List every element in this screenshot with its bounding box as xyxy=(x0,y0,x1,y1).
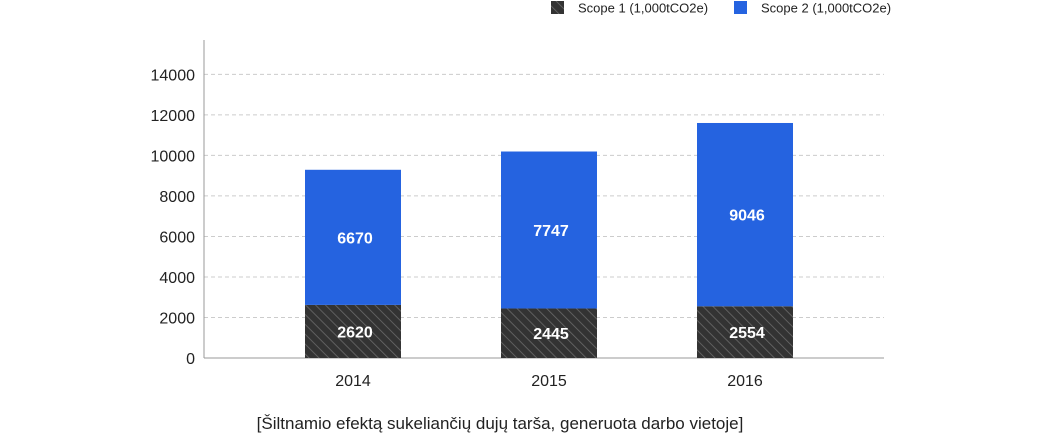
legend-label: Scope 2 (1,000tCO2e) xyxy=(761,1,891,16)
axes: 0 2000 4000 6000 8000 10000 12000 14000 2014 2015… xyxy=(151,40,884,390)
bar-scope-1 xyxy=(697,306,793,358)
legend-swatch-scope-2 xyxy=(734,1,747,14)
legend-label: Scope 1 (1,000tCO2e) xyxy=(578,1,708,16)
x-tick-label: 2016 xyxy=(727,373,763,390)
bar-scope-2 xyxy=(501,151,597,309)
bar-scope-1 xyxy=(501,308,597,358)
chart-caption: [Šiltnamio efektą sukeliančių dujų tarša… xyxy=(257,414,744,433)
x-tick-label: 2014 xyxy=(335,373,371,390)
bar-scope-2 xyxy=(697,122,793,307)
data-labels: 2620 6670 2445 7747 2554 9046 xyxy=(337,208,765,344)
legend-swatch-scope-1 xyxy=(551,1,564,14)
bar-scope-1 xyxy=(305,304,401,358)
y-tick-label: 6000 xyxy=(159,229,195,246)
y-tick-label: 4000 xyxy=(159,270,195,287)
data-label: 2445 xyxy=(533,326,569,343)
bars xyxy=(305,122,793,358)
data-label: 9046 xyxy=(729,208,765,225)
y-tick-label: 2000 xyxy=(159,310,195,327)
y-tick-label: 10000 xyxy=(151,148,196,165)
data-label: 2620 xyxy=(337,324,373,341)
y-tick-label: 8000 xyxy=(159,189,195,206)
data-label: 6670 xyxy=(337,230,373,247)
bar-scope-2 xyxy=(305,169,401,305)
y-tick-label: 14000 xyxy=(151,67,196,84)
x-tick-label: 2015 xyxy=(531,373,567,390)
data-label: 2554 xyxy=(729,325,765,342)
data-label: 7747 xyxy=(533,223,569,240)
legend: Scope 1 (1,000tCO2e) Scope 2 (1,000tCO2e) xyxy=(551,1,891,16)
y-tick-label: 12000 xyxy=(151,108,196,125)
y-tick-label: 0 xyxy=(186,351,195,368)
